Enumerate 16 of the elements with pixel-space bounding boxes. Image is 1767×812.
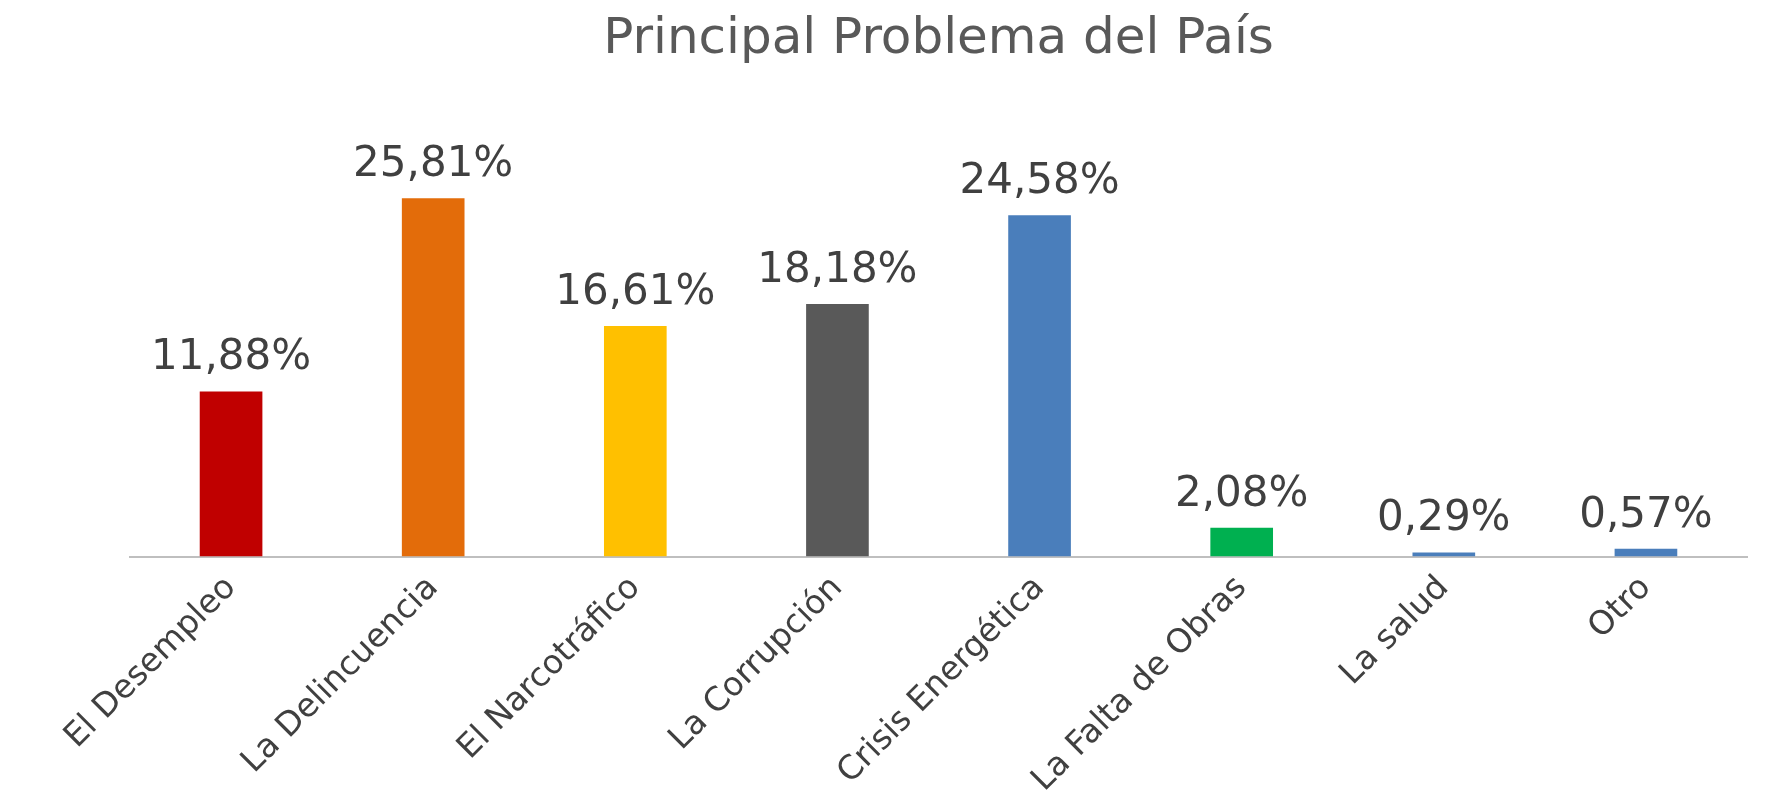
bar	[603, 325, 667, 557]
data-label: 2,08%	[1174, 466, 1309, 516]
data-label: 0,29%	[1377, 491, 1511, 541]
data-label: 25,81%	[353, 137, 514, 187]
data-label: 24,58%	[959, 154, 1120, 204]
bar	[1210, 527, 1274, 557]
data-label: 18,18%	[757, 243, 918, 293]
data-label: 16,61%	[555, 264, 716, 314]
bar	[806, 304, 869, 557]
x-tick-label: Otro	[1579, 566, 1658, 646]
bar	[401, 198, 465, 557]
bar	[199, 391, 263, 557]
bar	[1008, 215, 1071, 557]
data-label: 0,57%	[1579, 487, 1713, 537]
chart-title: Principal Problema del País	[603, 6, 1274, 65]
data-label: 11,88%	[150, 330, 312, 380]
